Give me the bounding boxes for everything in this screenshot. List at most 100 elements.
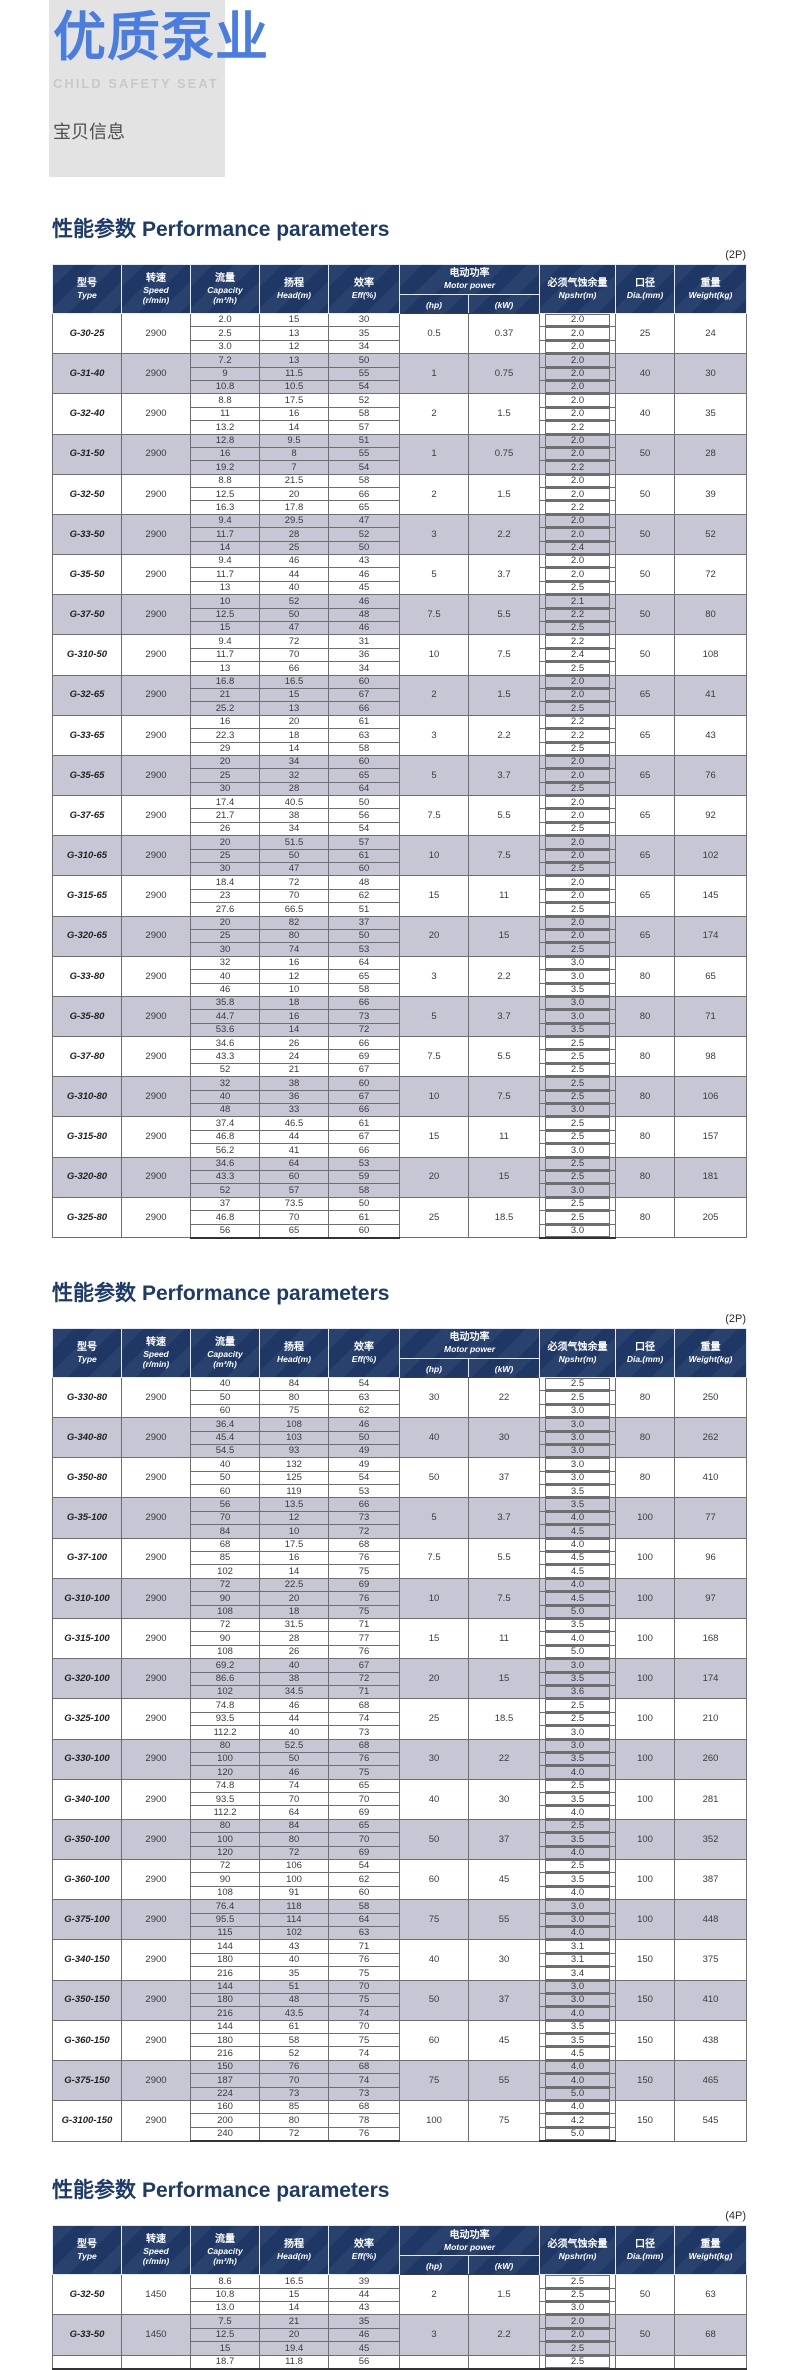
cell-eff: 46 [328,1417,400,1432]
cell-eff: 64 [328,1912,400,1927]
cell-kw: 0.37 [468,312,540,355]
cell-capacity: 30 [190,862,260,877]
col-hp: (hp) [399,2255,469,2276]
cell-head: 80 [259,1832,329,1847]
cell-head: 64 [259,1156,329,1172]
cell-capacity: 74.8 [190,1778,260,1794]
cell-eff: 73 [328,2086,400,2102]
cell-capacity: 11 [190,406,260,422]
cell-eff: 72 [328,1524,400,1539]
cell-eff: 67 [328,1658,400,1673]
cell-head: 125 [259,1470,329,1486]
cell-head: 50 [259,848,329,864]
cell-eff: 52 [328,393,400,408]
col-type: 型号 Type [52,1327,122,1378]
cell-eff: 70 [328,1792,400,1807]
table-row: G-375-150 2900 150 76 68 75 55 4.0 150 465 [52,2059,747,2102]
table-row: 120 46 75 4.0 [53,1765,747,1780]
cell-capacity: 56.2 [190,1143,260,1158]
table-row: 25 80 50 2.0 [53,928,747,944]
cell-head: 47 [259,620,329,636]
cell-speed: 2900 [121,1617,191,1660]
cell-eff: 65 [328,1818,400,1834]
cell-kw: 2.2 [468,513,540,556]
cell-npshr: 2.5 [539,1778,616,1794]
cell-capacity: 30 [190,781,260,797]
cell-kw: 5.5 [468,1537,540,1579]
cell-npshr: 3.0 [539,1103,616,1118]
table-row: 60 119 53 3.5 [53,1484,747,1499]
cell-eff: 37 [328,915,400,930]
cell-head: 32 [259,768,329,783]
cell-npshr: 2.5 [539,2341,616,2356]
cell-weight: 24 [674,312,747,355]
cell-eff: 57 [328,835,400,850]
cell-capacity: 160 [190,2100,260,2115]
cell-head: 14 [259,2300,329,2316]
cell-npshr: 3.1 [539,1952,616,1968]
cell-capacity: 2.0 [190,312,260,328]
cell-eff: 60 [328,1223,400,1239]
cell-head: 16 [259,406,329,422]
cell-capacity: 100 [190,1832,260,1847]
table-row: 54.5 93 49 3.0 [53,1443,747,1459]
section-title-zh: 性能参数 [52,1281,136,1305]
cell-capacity: 10 [190,594,260,609]
col-hp: (hp) [399,1357,469,1378]
cell-capacity: 80 [190,1818,260,1834]
cell-head: 72 [259,634,329,649]
table-row: G-33-65 2900 16 20 61 3 2.2 2.2 65 43 [52,714,747,756]
cell-capacity: 32 [190,1076,260,1091]
cell-capacity: 76.4 [190,1899,260,1914]
cell-head: 74 [259,942,329,957]
cell-eff: 75 [328,1765,400,1780]
cell-head: 102 [259,1925,329,1941]
cell-capacity: 45.4 [190,1430,260,1445]
cell-eff: 49 [328,1457,400,1472]
cell-hp: 100 [399,2100,469,2142]
cell-head: 20 [259,487,329,502]
cell-eff: 76 [328,1644,400,1660]
cell-head: 108 [259,1417,329,1432]
cell-dia: 80 [615,1076,675,1118]
cell-dia: 100 [615,1859,675,1901]
cell-npshr: 2.5 [539,1089,616,1105]
col-head: 扬程 Head(m) [259,264,329,314]
cell-eff: 77 [328,1631,400,1646]
cell-eff: 62 [328,1403,400,1419]
cell-npshr: 3.0 [539,1403,616,1419]
cell-eff: 58 [328,1899,400,1914]
cell-capacity: 13 [190,580,260,596]
cell-capacity: 40 [190,1376,260,1392]
cell-eff: 66 [328,1036,400,1051]
col-head: 扬程 Head(m) [259,2225,329,2276]
cell-speed: 2900 [121,875,191,917]
table-row: G-37-100 2900 68 17.5 68 7.5 5.5 4.0 100 96 [52,1537,747,1579]
table-row: 216 52 74 4.5 [53,2046,747,2061]
cell-eff: 50 [328,928,400,944]
cell-eff: 72 [328,1022,400,1038]
cell-head: 70 [259,888,329,904]
cell-eff: 61 [328,1210,400,1225]
cell-type: G-30-25 [52,312,122,355]
cell-head: 29.5 [259,513,329,529]
cell-head: 13 [259,353,329,368]
pole-count-label: (4P) [725,2210,746,2223]
cell-eff: 52 [328,527,400,542]
table-row: G-32-50 2900 8.8 21.5 58 2 1.5 2.0 50 39 [52,473,747,515]
table-row: G-330-80 2900 40 84 54 30 22 2.5 80 250 [52,1376,747,1419]
cell-type: G-315-65 [52,875,122,917]
cell-head: 60 [259,1169,329,1185]
col-capacity: 流量 Capacity (m³/h) [190,2225,260,2276]
cell-head: 65 [259,1223,329,1239]
cell-npshr: 4.2 [539,2113,616,2128]
cell-dia: 50 [615,2274,675,2316]
cell-npshr: 3.5 [539,1617,616,1633]
cell-capacity: 44.7 [190,1009,260,1024]
cell-capacity: 9.4 [190,513,260,529]
col-motor-power: 电动功率 Motor power [399,2225,540,2257]
table-row: G-310-50 2900 9.4 72 31 10 7.5 2.2 50 108 [52,634,747,676]
cell-head: 11.8 [259,2354,329,2370]
cell-eff: 78 [328,2113,400,2128]
cell-speed: 2900 [121,634,191,676]
